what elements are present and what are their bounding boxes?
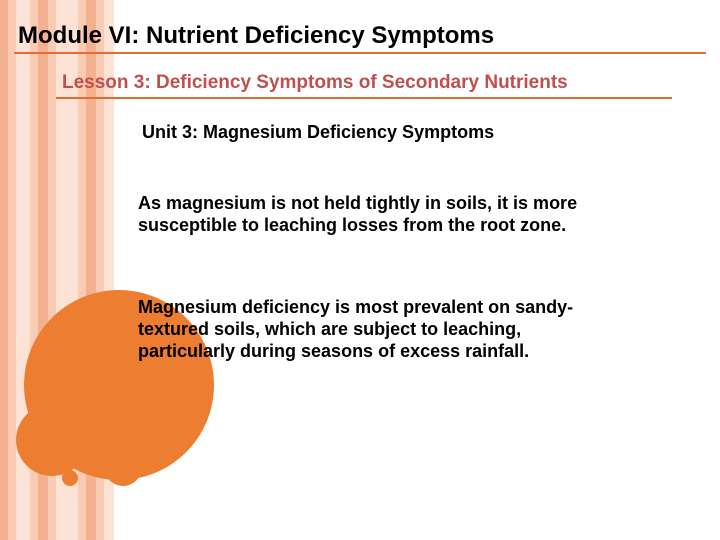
- module-underline: [14, 52, 706, 54]
- stripe: [8, 0, 16, 540]
- lesson-title: Lesson 3: Deficiency Symptoms of Seconda…: [62, 72, 568, 94]
- lesson-underline: [56, 97, 672, 99]
- module-title: Module VI: Nutrient Deficiency Symptoms: [18, 22, 494, 50]
- decorative-circle: [16, 404, 88, 476]
- decorative-circle: [62, 470, 78, 486]
- stripe: [0, 0, 8, 540]
- body-paragraph-2: Magnesium deficiency is most prevalent o…: [138, 296, 598, 362]
- body-paragraph-1: As magnesium is not held tightly in soil…: [138, 192, 578, 236]
- unit-title: Unit 3: Magnesium Deficiency Symptoms: [142, 122, 494, 143]
- decorative-circle: [104, 448, 142, 486]
